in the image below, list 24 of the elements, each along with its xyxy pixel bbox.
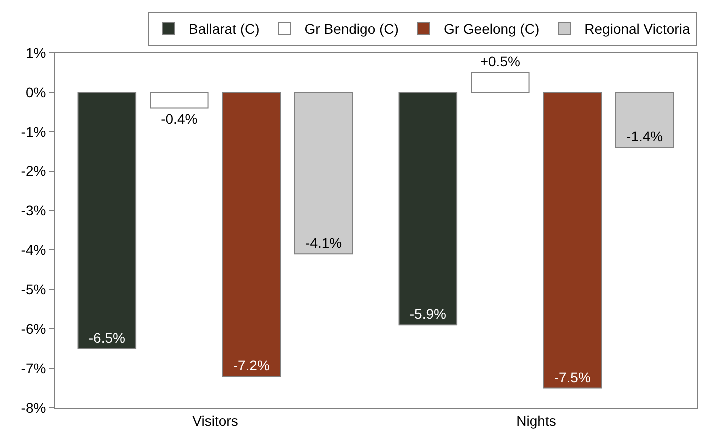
data-label: -6.5%: [88, 330, 126, 346]
y-tick-label: -6%: [21, 321, 46, 338]
data-label: -4.1%: [306, 235, 342, 252]
y-tick-label: 0%: [26, 84, 46, 100]
y-tick-label: -4%: [21, 242, 46, 258]
y-tick-label: 1%: [26, 44, 46, 61]
y-tick-label: -3%: [21, 202, 46, 219]
y-tick-label: -2%: [21, 163, 46, 180]
x-tick-label: Nights: [516, 412, 556, 429]
y-tick-label: -1%: [21, 124, 46, 140]
data-label: -1.4%: [626, 128, 664, 145]
data-label: -0.4%: [161, 111, 198, 128]
x-tick-label: Visitors: [192, 412, 238, 429]
data-label: -5.9%: [410, 306, 446, 322]
y-tick-label: -8%: [21, 400, 46, 416]
legend-label: Regional Victoria: [584, 20, 690, 37]
y-tick-label: -5%: [21, 282, 46, 298]
y-tick-label: -7%: [21, 360, 46, 376]
data-label: -7.2%: [233, 357, 270, 374]
data-label: +0.5%: [480, 54, 520, 70]
data-label: -7.5%: [554, 369, 591, 386]
legend-label: Gr Bendigo (C): [304, 20, 399, 37]
legend-label: Gr Geelong (C): [444, 20, 540, 37]
legend-label: Ballarat (C): [189, 20, 260, 37]
